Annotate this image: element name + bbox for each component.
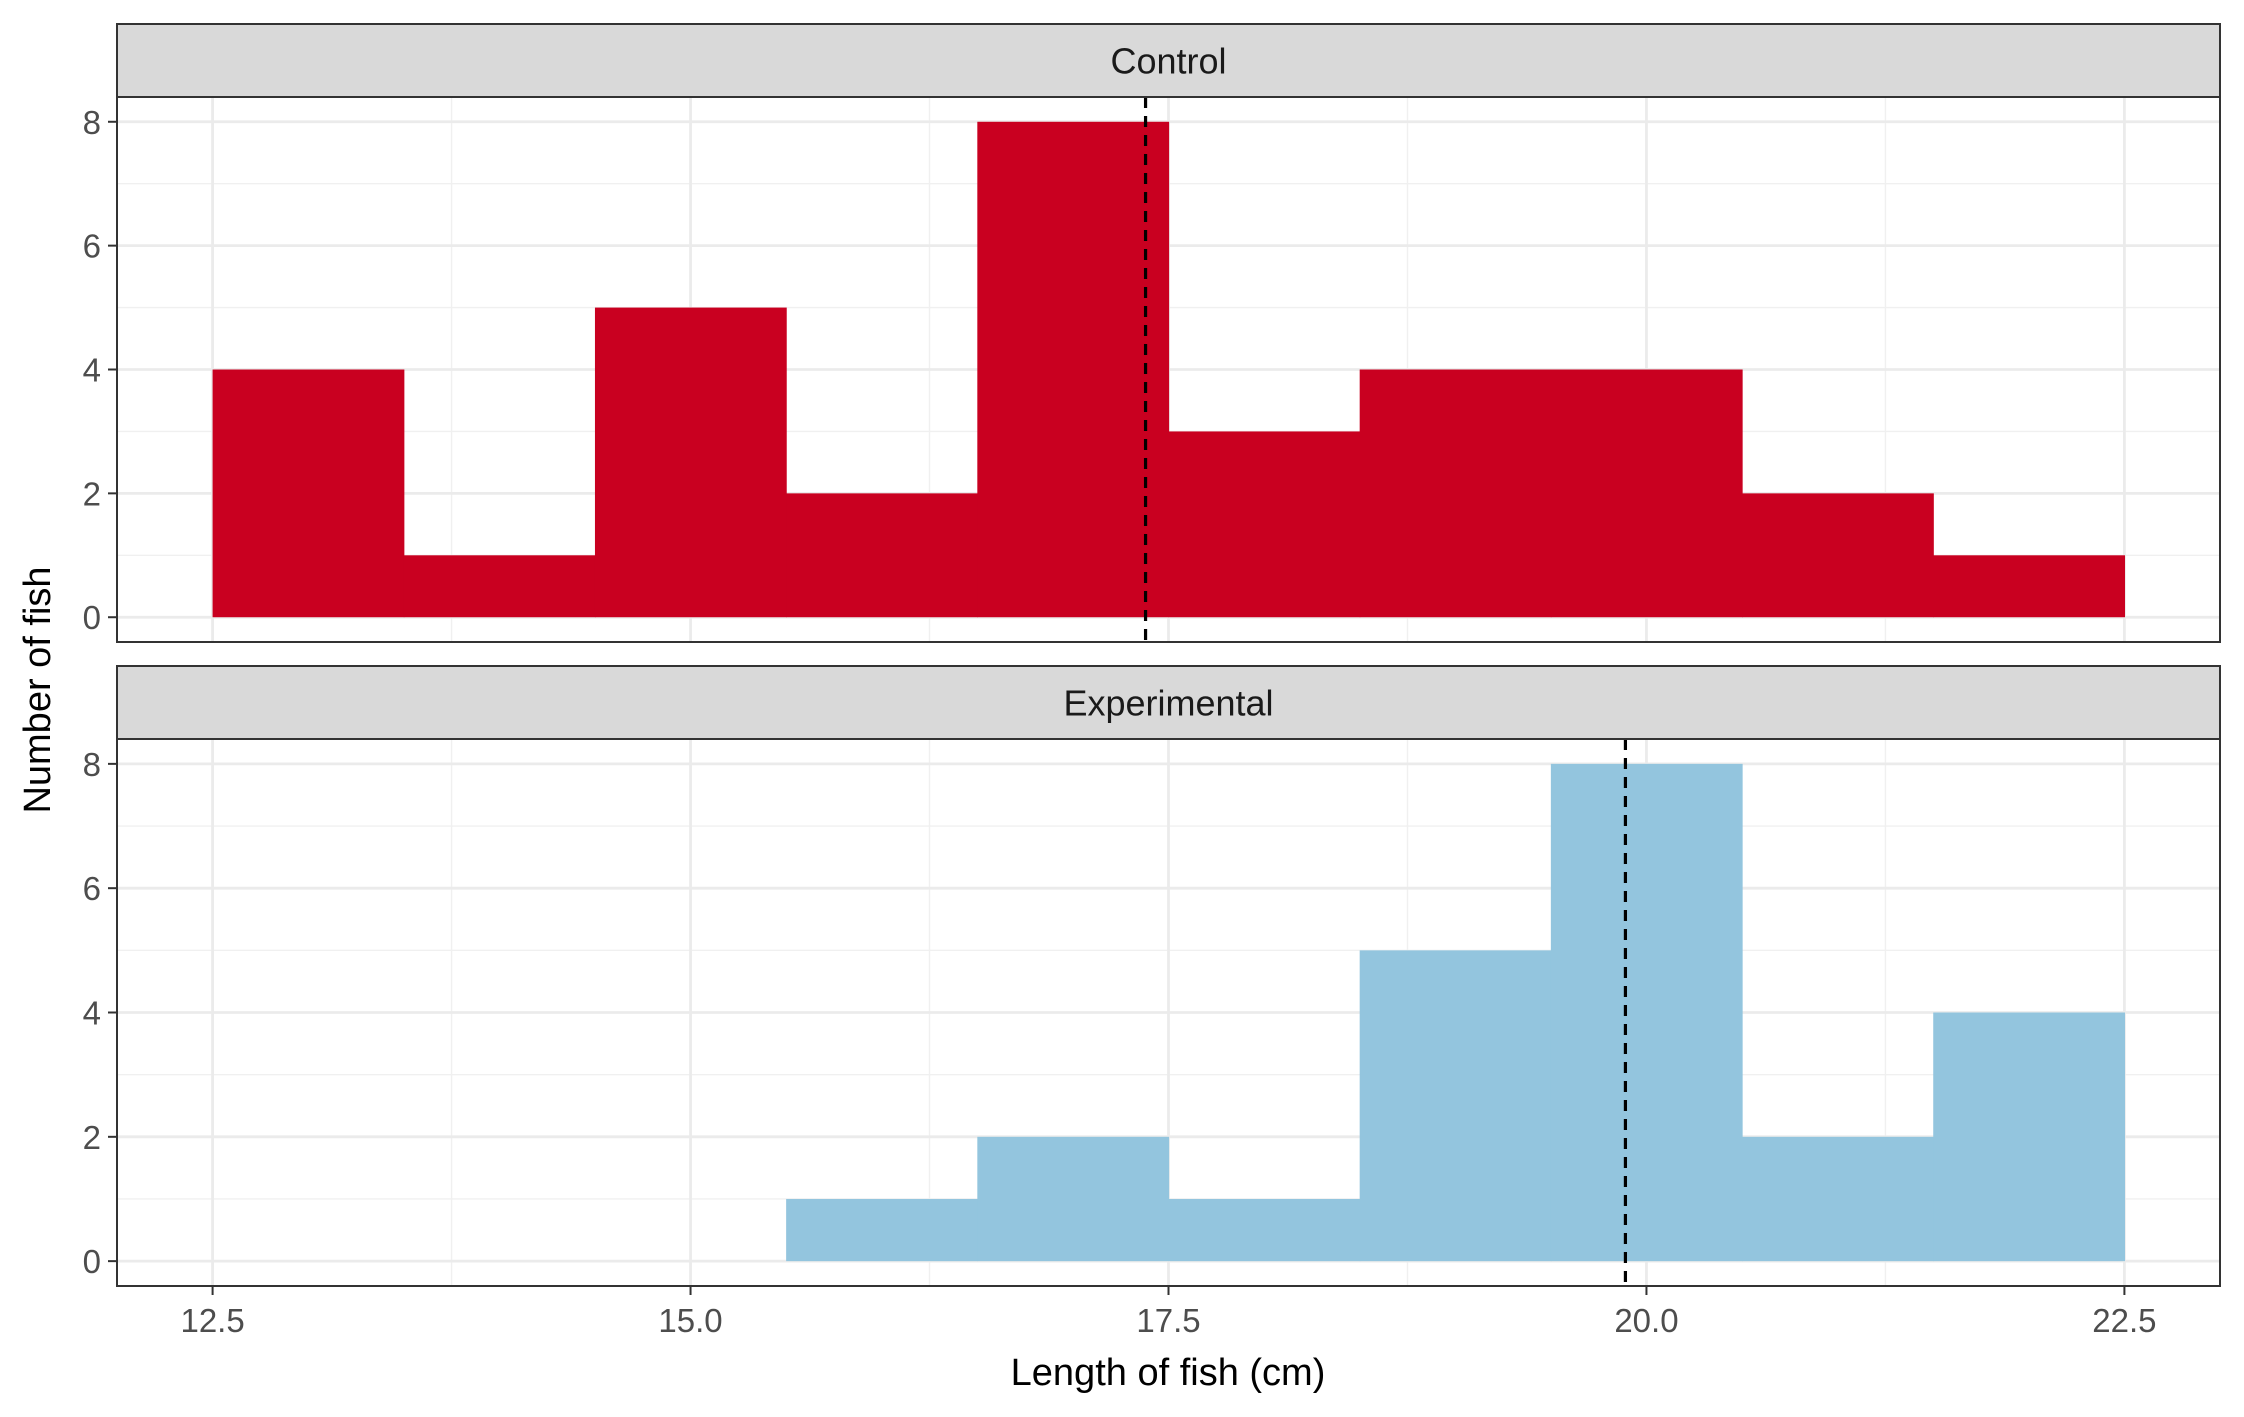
histogram-bar (786, 1198, 978, 1262)
y-tick-label: 0 (83, 1243, 101, 1280)
facet-strip (116, 23, 2221, 98)
histogram-bar (1933, 1012, 2126, 1262)
facet-panel-1: Experimental 0 2 4 6 8 (83, 665, 2221, 1287)
facet-strip (116, 665, 2221, 740)
x-axis-title: Length of fish (cm) (1011, 1352, 1326, 1394)
histogram-bar (1359, 950, 1552, 1262)
y-tick-label: 6 (83, 870, 101, 907)
facet-panel-0: Control 0 2 4 6 8 (83, 23, 2221, 643)
y-tick-label: 0 (83, 599, 101, 636)
y-axis-title: Number of fish (17, 566, 59, 813)
histogram-bar (1550, 763, 1743, 1262)
x-tick-label: 15.0 (658, 1302, 722, 1339)
histogram-bar (977, 1136, 1170, 1262)
histogram-bar (403, 555, 596, 618)
histogram-bar (1359, 369, 1552, 618)
x-tick-label: 22.5 (2092, 1302, 2156, 1339)
y-tick-label: 8 (83, 104, 101, 141)
y-tick-label: 2 (83, 475, 101, 512)
histogram-bar (1742, 493, 1934, 618)
histogram-bar (786, 493, 978, 618)
y-tick-label: 6 (83, 228, 101, 265)
y-tick-label: 4 (83, 352, 101, 389)
facet-strip-label: Control (1110, 41, 1226, 82)
histogram-bar (977, 121, 1170, 618)
histogram-bar (1168, 1198, 1361, 1262)
x-tick-label: 12.5 (180, 1302, 244, 1339)
x-tick-label: 20.0 (1614, 1302, 1678, 1339)
histogram-bar (1550, 369, 1743, 618)
histogram-bar (1168, 431, 1361, 618)
facet-strip-label: Experimental (1063, 683, 1273, 724)
y-tick-label: 2 (83, 1119, 101, 1156)
x-axis: 12.5 15.0 17.5 20.0 22.5 (180, 1286, 2157, 1339)
x-tick-label: 17.5 (1136, 1302, 1200, 1339)
y-tick-label: 8 (83, 746, 101, 783)
y-tick-label: 4 (83, 995, 101, 1032)
histogram-bar (212, 369, 405, 618)
facet-panels: Control 0 2 4 6 8 Experimental 0 2 4 6 8 (83, 23, 2221, 1287)
histogram-bar (1933, 555, 2126, 618)
histogram-bar (1742, 1136, 1934, 1262)
histogram-bar (594, 307, 787, 618)
